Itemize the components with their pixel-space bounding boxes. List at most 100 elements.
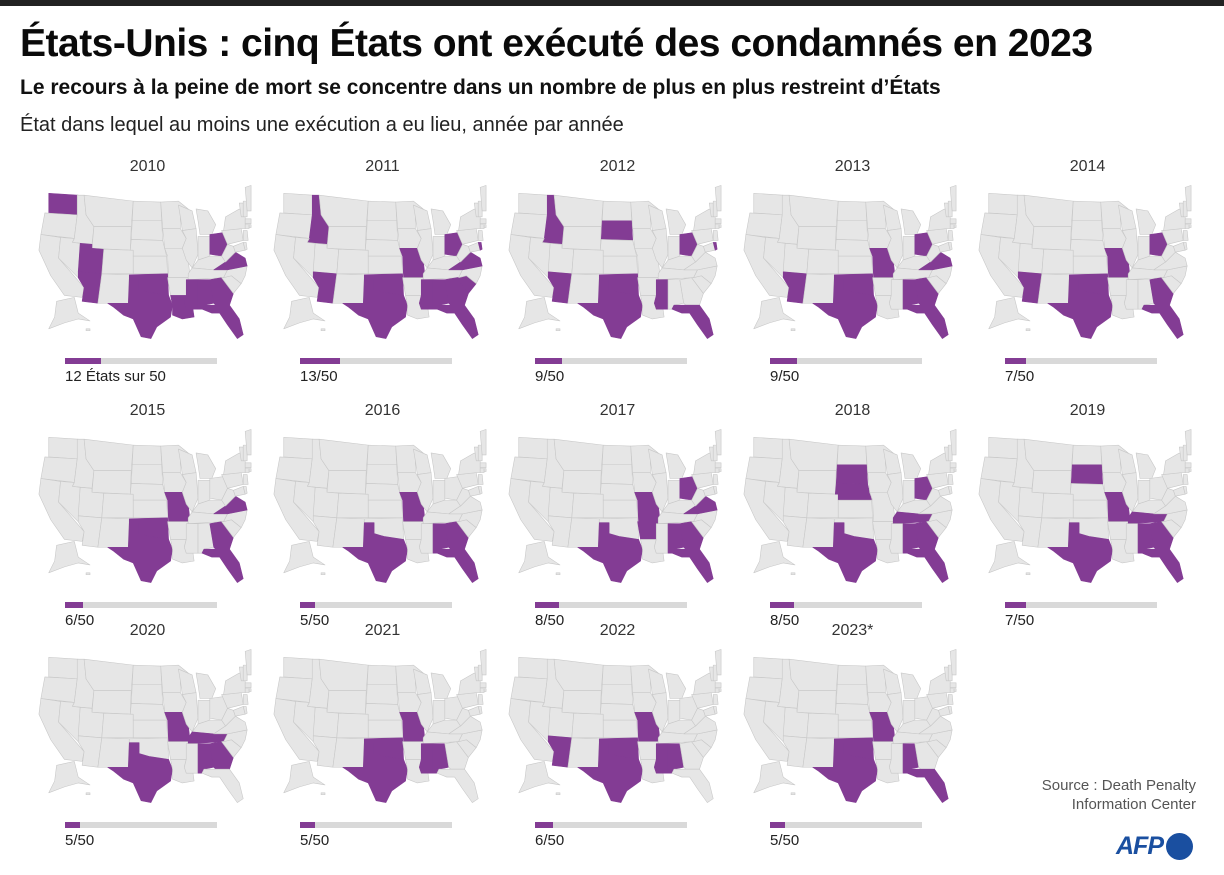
state-ms — [418, 523, 434, 554]
count-label: 9/50 — [770, 368, 800, 385]
state-nm — [97, 273, 130, 304]
state-tx — [107, 278, 173, 339]
state-or — [745, 456, 783, 483]
state-wi — [178, 204, 197, 231]
state-ar — [402, 521, 424, 540]
state-mt — [788, 658, 839, 691]
state-ma — [244, 462, 252, 468]
state-wa — [48, 436, 79, 460]
state-tx — [577, 742, 643, 803]
state-hi — [790, 792, 796, 796]
panel-year-label: 2014 — [1069, 158, 1106, 175]
state-nd — [366, 200, 397, 222]
state-me — [949, 429, 957, 456]
state-wa — [283, 436, 314, 460]
map-panel-2014: 2014 7/50 — [970, 158, 1205, 385]
state-de — [477, 242, 483, 251]
state-me — [479, 185, 487, 212]
state-hi — [320, 328, 326, 332]
state-wy — [561, 690, 602, 715]
state-nj — [947, 230, 954, 241]
state-ms — [418, 743, 434, 774]
state-nh — [712, 444, 718, 462]
state-ne — [364, 483, 402, 501]
state-nh — [242, 664, 248, 682]
count-bar-fill — [1005, 358, 1027, 364]
state-il — [417, 692, 434, 733]
state-ri — [953, 468, 957, 472]
map-panel-2019: 2019 7/50 — [970, 402, 1205, 629]
state-ar — [167, 741, 189, 760]
state-mi — [430, 672, 452, 699]
us-map — [743, 185, 957, 339]
state-nh — [947, 200, 953, 218]
state-ct — [244, 468, 250, 473]
state-nm — [802, 517, 835, 548]
state-il — [887, 692, 904, 733]
us-map — [508, 185, 722, 339]
state-ct — [714, 468, 720, 473]
state-il — [1122, 228, 1139, 269]
state-nj — [477, 230, 484, 241]
state-ar — [637, 521, 659, 540]
state-or — [980, 212, 1018, 239]
state-tx — [812, 742, 878, 803]
state-ri — [483, 688, 487, 692]
count-bar-fill — [65, 602, 84, 608]
state-mi — [195, 672, 217, 699]
state-ak — [518, 541, 561, 574]
state-sd — [365, 464, 398, 485]
state-fl — [1141, 548, 1184, 583]
panel-year-label: 2013 — [834, 158, 871, 175]
state-nj — [242, 230, 249, 241]
state-or — [745, 676, 783, 703]
state-sd — [600, 464, 633, 485]
count-label: 12 États sur 50 — [65, 368, 166, 385]
state-nm — [567, 273, 600, 304]
state-or — [275, 456, 313, 483]
state-me — [479, 429, 487, 456]
count-bar-fill — [65, 822, 81, 828]
state-il — [652, 472, 669, 513]
count-label: 8/50 — [770, 612, 800, 629]
state-ne — [1069, 239, 1107, 257]
state-ne — [599, 239, 637, 257]
state-wi — [648, 448, 667, 475]
state-nd — [366, 664, 397, 686]
state-hi — [85, 328, 91, 332]
state-or — [40, 676, 78, 703]
panel-year-label: 2012 — [599, 158, 636, 175]
state-fl — [1141, 304, 1184, 339]
state-wi — [883, 448, 902, 475]
state-tx — [577, 522, 643, 583]
state-tx — [812, 278, 878, 339]
state-ct — [949, 224, 955, 229]
count-bar-fill — [1005, 602, 1027, 608]
state-ms — [183, 279, 199, 310]
state-mt — [318, 194, 369, 227]
state-co — [806, 712, 839, 739]
state-wa — [48, 656, 79, 680]
state-nd — [836, 200, 867, 222]
state-ri — [1188, 468, 1192, 472]
state-ma — [479, 682, 487, 689]
state-ma — [714, 218, 722, 224]
state-or — [275, 212, 313, 239]
state-co — [336, 712, 369, 739]
us-map — [743, 649, 957, 803]
state-nm — [332, 517, 365, 548]
state-nm — [332, 273, 365, 304]
state-ks — [367, 255, 403, 275]
us-map — [273, 429, 487, 583]
state-nj — [242, 694, 249, 705]
state-me — [244, 429, 252, 456]
state-ak — [48, 541, 91, 574]
state-tx — [342, 522, 408, 583]
state-sd — [1070, 464, 1103, 485]
count-bar-fill — [300, 822, 316, 828]
map-panel-2018: 2018 8/50 — [735, 402, 970, 629]
state-nj — [477, 694, 484, 705]
state-fl — [671, 548, 714, 583]
state-de — [242, 706, 248, 715]
us-map — [38, 185, 252, 339]
